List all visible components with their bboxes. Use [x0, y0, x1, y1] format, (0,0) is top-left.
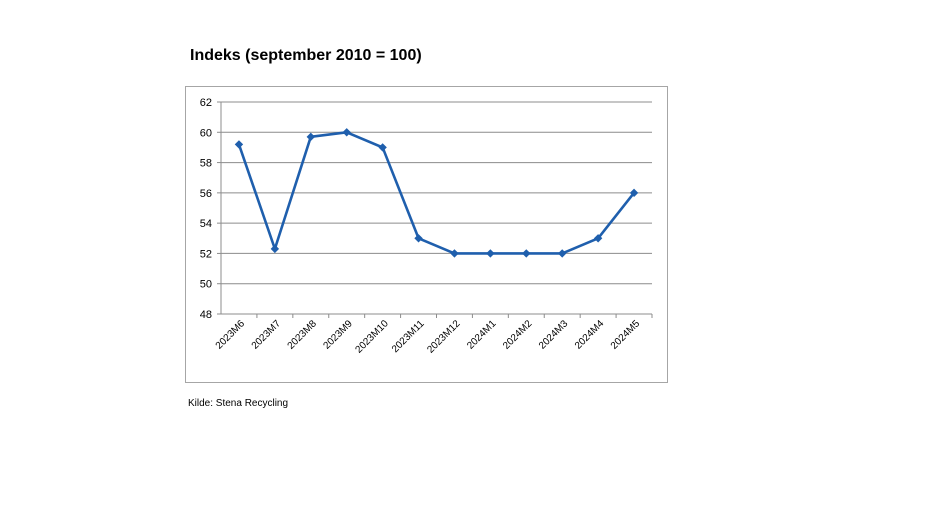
data-point — [414, 234, 423, 243]
x-tick-label: 2024M2 — [501, 318, 535, 352]
data-point — [270, 244, 280, 254]
chart-frame — [185, 86, 668, 383]
series-line — [237, 130, 636, 255]
x-tick-label: 2023M7 — [250, 318, 284, 352]
x-tick-label: 2023M9 — [321, 318, 355, 352]
x-tick-label: 2024M1 — [465, 318, 499, 352]
y-tick-label: 60 — [200, 127, 212, 139]
data-point — [450, 249, 459, 258]
data-point — [593, 234, 603, 243]
x-tick-label: 2023M6 — [214, 318, 248, 352]
x-tick-label: 2024M5 — [609, 318, 643, 352]
data-point — [342, 128, 351, 137]
x-tick-label: 2024M3 — [537, 318, 571, 352]
y-tick-label: 62 — [200, 97, 212, 109]
y-tick-label: 58 — [200, 158, 212, 170]
series — [234, 128, 639, 258]
data-point — [234, 140, 244, 149]
x-tick-label: 2023M11 — [390, 318, 427, 355]
x-tick-label: 2023M8 — [286, 318, 320, 352]
chart-title: Indeks (september 2010 = 100) — [190, 47, 422, 64]
y-axis: 48 50 52 54 56 58 60 62 — [200, 97, 222, 321]
data-point — [486, 249, 495, 258]
y-tick-label: 54 — [200, 218, 212, 230]
data-point — [378, 143, 387, 152]
x-tick-label: 2023M12 — [425, 318, 463, 356]
gridlines — [221, 101, 652, 315]
data-point — [306, 132, 315, 142]
data-point — [558, 249, 567, 258]
source-note: Kilde: Stena Recycling — [188, 398, 289, 409]
data-point — [522, 249, 531, 258]
data-point — [629, 188, 639, 198]
y-tick-label: 48 — [200, 309, 212, 321]
y-tick-label: 56 — [200, 188, 212, 200]
y-tick-label: 50 — [200, 279, 212, 291]
x-tick-label: 2024M4 — [573, 318, 607, 352]
y-tick-label: 52 — [200, 248, 212, 260]
x-tick-label: 2023M10 — [353, 318, 391, 356]
